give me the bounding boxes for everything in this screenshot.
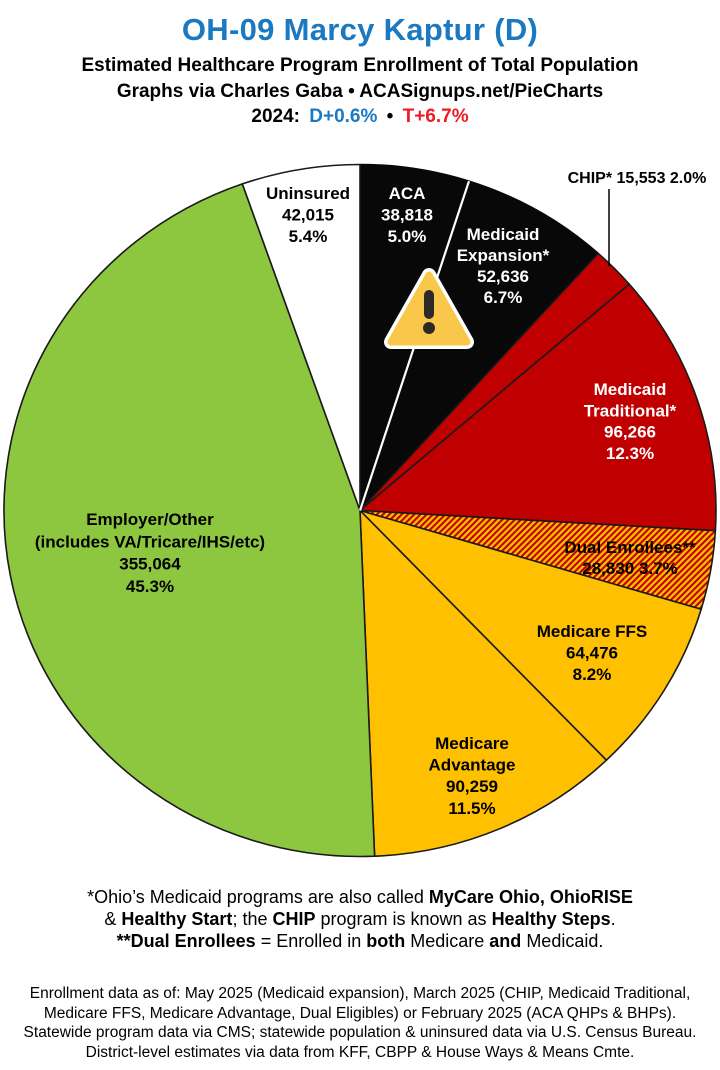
page-title: OH-09 Marcy Kaptur (D): [181, 12, 539, 47]
slice-label-uninsured: 5.4%: [289, 227, 328, 246]
slice-label-medicare-advantage: Medicare: [435, 734, 509, 753]
slice-label-employer-other: Employer/Other: [86, 510, 214, 529]
pie-slices: [3, 163, 717, 858]
pie-slice-medicaid-traditional: [359, 283, 717, 532]
footnote-line: **Dual Enrollees = Enrolled in both Medi…: [116, 931, 604, 951]
slice-label-medicare-ffs: 64,476: [566, 643, 618, 662]
slice-label-medicare-ffs: Medicare FFS: [537, 622, 648, 641]
slice-label-medicaid-expansion: Medicaid: [467, 225, 540, 244]
outside-label-chip: CHIP* 15,553 2.0%: [568, 170, 707, 187]
slice-label-employer-other: 355,064: [119, 555, 181, 574]
pie-slice-uninsured: [241, 163, 361, 512]
footnote-line: Statewide program data via CMS; statewid…: [23, 1024, 697, 1041]
slice-label-medicaid-traditional: Traditional*: [584, 401, 677, 420]
slice-label-aca: ACA: [389, 184, 426, 203]
slice-label-medicare-advantage: Advantage: [429, 756, 516, 775]
footnote-line: Enrollment data as of: May 2025 (Medicai…: [29, 985, 691, 1002]
partisan-dem-value: D+0.6%: [309, 106, 378, 127]
pie-slice-medicare-advantage: [359, 509, 608, 858]
slice-label-medicare-advantage: 90,259: [446, 777, 498, 796]
warning-exclamation-dot: [423, 322, 435, 334]
slice-label-uninsured: 42,015: [282, 206, 334, 225]
warning-exclamation-bar: [424, 290, 434, 319]
slice-label-aca: 38,818: [381, 206, 433, 225]
pie-slice-medicaid-expansion: [359, 180, 599, 512]
partisan-year-label: 2024:: [251, 106, 300, 127]
warning-icon: [384, 268, 474, 349]
slice-label-medicaid-traditional: Medicaid: [594, 380, 667, 399]
slice-label-employer-other: (includes VA/Tricare/IHS/etc): [35, 532, 265, 551]
pie-slice-labels: ACA 38,818 5.0% Medicaid Expansion* 52,636 6.7…: [35, 170, 706, 818]
footnote-line: *Ohio’s Medicaid programs are also calle…: [87, 887, 633, 907]
footnote-line: District-level estimates via data from K…: [85, 1043, 635, 1061]
slice-label-medicare-ffs: 8.2%: [573, 665, 612, 684]
footnote-medicaid-note: *Ohio’s Medicaid programs are also calle…: [0, 886, 720, 952]
partisan-separator: •: [386, 106, 394, 127]
slice-label-medicare-advantage: 11.5%: [448, 799, 495, 818]
slice-label-aca: 5.0%: [388, 227, 427, 246]
attribution-line: Graphs via Charles Gaba • ACASignups.net…: [116, 81, 604, 102]
pie-slice-medicare-ffs: [359, 509, 702, 762]
slice-label-dual-enrollees: Dual Enrollees**: [564, 538, 696, 557]
slice-label-medicaid-expansion: 52,636: [477, 267, 529, 286]
slice-label-uninsured: Uninsured: [266, 184, 350, 203]
header: OH-09 Marcy Kaptur (D) Estimated Healthc…: [0, 0, 720, 128]
slice-label-medicaid-traditional: 12.3%: [606, 444, 654, 463]
slice-label-medicaid-expansion: 6.7%: [484, 288, 523, 307]
slice-label-medicaid-traditional: 96,266: [604, 423, 656, 442]
footnote-line: & Healthy Start; the CHIP program is kno…: [104, 909, 616, 929]
slice-label-dual-enrollees: 28,830 3.7%: [582, 559, 677, 578]
chart-subtitle: Estimated Healthcare Program Enrollment …: [81, 55, 639, 76]
slice-label-medicaid-expansion: Expansion*: [457, 246, 550, 265]
partisan-trump-value: T+6.7%: [402, 106, 469, 127]
footnote-data-sources: Enrollment data as of: May 2025 (Medicai…: [0, 984, 720, 1062]
footnote-line: Medicare FFS, Medicare Advantage, Dual E…: [43, 1004, 677, 1022]
slice-label-employer-other: 45.3%: [126, 577, 174, 596]
partisan-lean-line: 2024: D+0.6% • T+6.7%: [0, 106, 720, 128]
pie-slice-employer-other: [3, 183, 376, 858]
